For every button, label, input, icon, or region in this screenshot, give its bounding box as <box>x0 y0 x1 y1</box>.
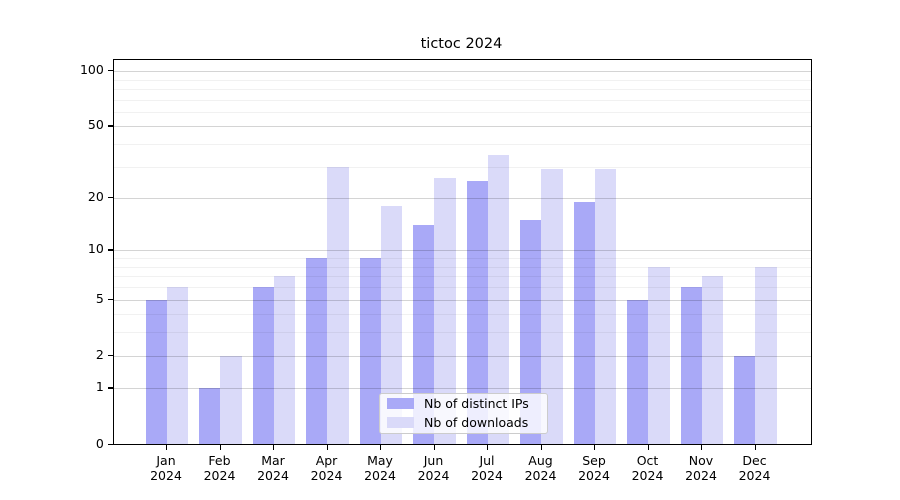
bar-downloads-aug <box>541 169 563 445</box>
y-tick-label-10: 10 <box>87 241 104 257</box>
y-tick-label-5: 5 <box>95 290 104 306</box>
bar-ips-apr <box>306 258 328 445</box>
x-tick-label-jul: Jul 2024 <box>471 452 503 484</box>
bar-ips-nov <box>680 287 702 445</box>
legend-label-distinct-ips: Nb of distinct IPs <box>424 396 529 411</box>
legend: Nb of distinct IPs Nb of downloads <box>379 392 548 434</box>
y-tick-mark-10 <box>107 249 113 251</box>
x-tick-label-nov: Nov 2024 <box>685 452 717 484</box>
x-tick-mark-apr <box>326 444 328 450</box>
y-tick-label-50: 50 <box>87 117 104 133</box>
x-tick-mark-dec <box>754 444 756 450</box>
gridline-9 <box>113 258 811 260</box>
x-tick-mark-aug <box>540 444 542 450</box>
x-tick-label-mar: Mar 2024 <box>257 452 289 484</box>
x-tick-label-dec: Dec 2024 <box>738 452 771 484</box>
bar-ips-mar <box>252 287 274 445</box>
bar-ips-sep <box>573 202 595 445</box>
x-tick-label-apr: Apr 2024 <box>310 452 343 484</box>
y-tick-mark-5 <box>107 298 113 300</box>
y-tick-mark-2 <box>107 354 113 356</box>
gridline-60 <box>113 111 811 113</box>
x-tick-label-feb: Feb 2024 <box>203 452 236 484</box>
bar-ips-aug <box>520 220 542 445</box>
gridline-3 <box>113 332 811 334</box>
bar-downloads-may <box>380 206 403 445</box>
gridline-8 <box>113 266 811 268</box>
gridline-30 <box>113 166 811 168</box>
x-tick-label-jan: Jan 2024 <box>150 452 182 484</box>
gridline-5 <box>113 299 811 301</box>
gridline-6 <box>113 287 811 289</box>
x-tick-label-jun: Jun 2024 <box>417 452 450 484</box>
gridline-7 <box>113 276 811 278</box>
legend-label-downloads: Nb of downloads <box>424 415 529 430</box>
bar-ips-jan <box>145 299 167 445</box>
y-tick-mark-100 <box>107 70 113 72</box>
legend-entry-downloads: Nb of downloads <box>380 415 547 431</box>
gridline-70 <box>113 99 811 101</box>
bar-downloads-mar <box>273 276 296 445</box>
legend-entry-distinct-ips: Nb of distinct IPs <box>380 396 547 412</box>
y-tick-mark-0 <box>107 443 113 445</box>
chart-title: tictoc 2024 <box>420 36 503 52</box>
y-tick-label-20: 20 <box>87 189 104 205</box>
y-tick-label-1: 1 <box>95 379 104 395</box>
legend-swatch-downloads <box>387 417 414 428</box>
y-tick-label-100: 100 <box>79 62 104 78</box>
x-tick-mark-sep <box>594 444 596 450</box>
plot-area <box>112 58 812 446</box>
bar-ips-may <box>359 258 381 445</box>
gridline-50 <box>113 126 811 128</box>
x-tick-label-aug: Aug 2024 <box>524 452 557 484</box>
bar-downloads-jun <box>434 177 456 445</box>
bar-downloads-jul <box>487 154 510 445</box>
y-tick-mark-50 <box>107 125 113 127</box>
x-tick-label-sep: Sep 2024 <box>578 452 610 484</box>
x-tick-mark-jan <box>166 444 168 450</box>
gridline-4 <box>113 314 811 316</box>
gridline-40 <box>113 144 811 146</box>
legend-swatch-distinct-ips <box>387 398 414 409</box>
gridline-10 <box>113 250 811 252</box>
bar-downloads-jan <box>166 287 189 445</box>
bar-ips-dec <box>734 355 756 445</box>
x-tick-mark-oct <box>647 444 649 450</box>
x-tick-mark-feb <box>219 444 221 450</box>
bar-downloads-feb <box>220 355 242 445</box>
gridline-2 <box>113 355 811 357</box>
gridline-100 <box>113 71 811 73</box>
x-tick-label-oct: Oct 2024 <box>631 452 664 484</box>
x-tick-mark-jul <box>487 444 489 450</box>
bar-downloads-dec <box>755 266 777 445</box>
gridline-90 <box>113 79 811 81</box>
x-tick-mark-mar <box>273 444 275 450</box>
bar-ips-oct <box>627 299 649 445</box>
y-tick-mark-1 <box>107 387 113 389</box>
y-tick-label-2: 2 <box>95 346 104 362</box>
y-tick-mark-20 <box>107 197 113 199</box>
x-tick-mark-may <box>380 444 382 450</box>
x-tick-mark-jun <box>433 444 435 450</box>
gridline-80 <box>113 88 811 90</box>
x-tick-mark-nov <box>701 444 703 450</box>
bar-ips-jun <box>413 225 435 445</box>
x-tick-label-may: May 2024 <box>364 452 396 484</box>
y-tick-label-0: 0 <box>95 435 104 451</box>
bar-downloads-oct <box>648 266 670 445</box>
bar-downloads-nov <box>701 276 724 445</box>
gridline-20 <box>113 198 811 200</box>
bar-ips-feb <box>199 388 221 445</box>
bar-downloads-apr <box>327 166 349 445</box>
gridline-1 <box>113 388 811 390</box>
bar-ips-jul <box>466 180 488 445</box>
bar-downloads-sep <box>594 169 617 445</box>
